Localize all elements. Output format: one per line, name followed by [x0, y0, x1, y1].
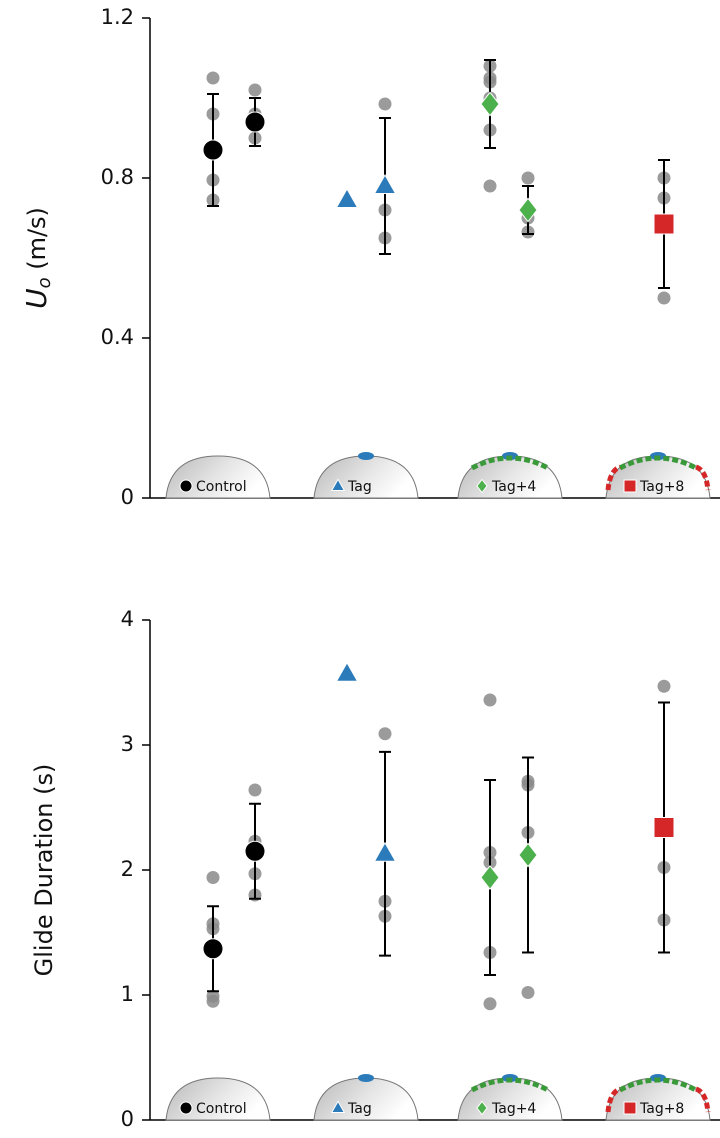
mean-marker: [518, 842, 538, 868]
y-tick-label: 1.2: [101, 5, 134, 29]
y-axis-label: Glide Duration (s): [30, 764, 58, 977]
data-point: [378, 97, 392, 111]
legend-marker: [623, 479, 637, 493]
legend-marker: [330, 478, 346, 491]
legend-marker: [330, 1100, 346, 1113]
legend-band: [695, 464, 711, 491]
data-point: [248, 783, 262, 797]
mean-marker: [373, 841, 397, 862]
legend-marker: [623, 1101, 637, 1115]
data-point: [378, 727, 392, 741]
legend-marker: [179, 479, 193, 493]
data-point: [206, 994, 220, 1008]
legend-label: Tag+8: [639, 1101, 684, 1117]
legend-marker: [476, 1100, 488, 1116]
legend-band: [605, 464, 621, 491]
y-axis-label-unit: (m/s): [23, 207, 51, 277]
y-tick-label: 0.4: [101, 325, 134, 349]
data-point: [248, 83, 262, 97]
y-tick-label: 2: [121, 857, 134, 881]
data-point: [483, 693, 497, 707]
mean-marker: [373, 173, 397, 194]
data-point: [206, 871, 220, 884]
legend-band: [618, 455, 698, 471]
data-point: [483, 997, 497, 1011]
y-axis-label-main: Glide Duration (s): [30, 764, 58, 977]
data-point: [521, 986, 535, 999]
mean-marker: [335, 187, 359, 208]
legend-label: Tag+8: [639, 479, 684, 495]
legend-tag: [358, 1074, 374, 1082]
data-point: [206, 71, 220, 85]
legend-label: Tag+4: [491, 1101, 536, 1117]
legend-marker: [476, 478, 488, 494]
data-point: [483, 179, 497, 193]
mean-marker: [653, 213, 675, 235]
mean-marker: [335, 661, 359, 682]
mean-marker: [480, 864, 500, 891]
mean-marker: [202, 938, 224, 960]
mean-marker: [244, 840, 266, 862]
legend-band: [695, 1086, 711, 1113]
mean-marker: [244, 111, 266, 133]
mean-marker: [518, 197, 538, 223]
legend-band: [618, 1077, 698, 1093]
panel: Glide Duration (s) 0 1 2 3 4 Control Tag Tag+4 Ta…: [30, 607, 720, 1131]
y-tick-label: 0: [121, 485, 134, 509]
mean-marker: [653, 817, 675, 838]
data-point: [521, 171, 535, 185]
legend-band: [470, 455, 550, 471]
legend-band: [605, 1086, 621, 1113]
y-tick-label: 0.8: [101, 165, 134, 189]
mean-marker: [202, 139, 224, 161]
y-tick-label: 4: [121, 607, 134, 631]
y-axis-label-sub: o: [34, 277, 55, 288]
legend-label: Control: [196, 479, 247, 495]
legend-label: Tag+4: [491, 479, 536, 495]
legend-label: Tag: [347, 1101, 372, 1117]
legend-tag: [358, 452, 374, 460]
data-point: [657, 679, 671, 693]
y-tick-label: 3: [121, 732, 134, 756]
mean-marker: [480, 91, 500, 117]
panel: Uo (m/s) 0 0.4 0.8 1.2 Control Tag Tag+4 Tag+8: [20, 5, 720, 509]
legend-band: [470, 1077, 550, 1093]
y-axis-label-main: U: [20, 288, 53, 309]
legend-label: Tag: [347, 479, 372, 495]
y-tick-label: 1: [121, 982, 134, 1006]
legend-label: Control: [196, 1101, 247, 1117]
data-point: [657, 291, 671, 305]
legend-marker: [179, 1101, 193, 1115]
y-tick-label: 0: [121, 1107, 134, 1131]
y-axis-label: Uo (m/s): [20, 207, 55, 309]
